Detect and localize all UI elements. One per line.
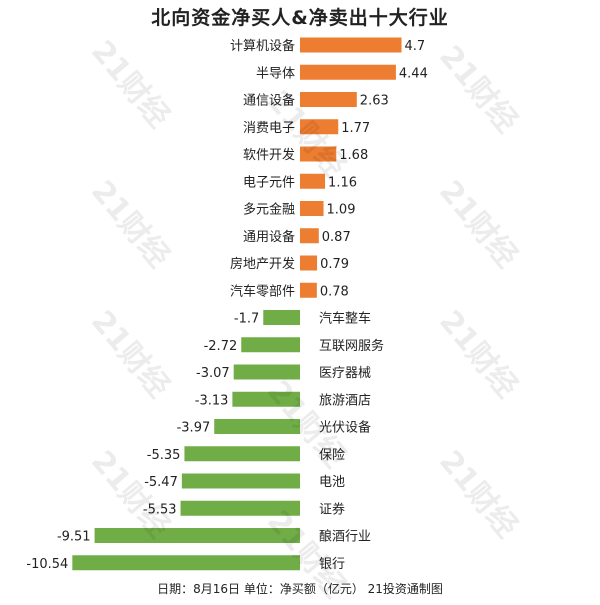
bar [300, 119, 339, 135]
bar [180, 500, 300, 516]
value-label: 4.7 [405, 39, 426, 54]
category-label: 通用设备 [243, 229, 295, 245]
category-label: 汽车整车 [319, 311, 371, 327]
bar [72, 555, 300, 571]
bar [300, 201, 324, 216]
chart-title: 北向资金净买人&净卖出十大行业 [151, 7, 449, 29]
value-label: -5.47 [144, 475, 178, 490]
bar [94, 528, 300, 543]
bar [232, 391, 300, 407]
value-label: 0.78 [320, 284, 349, 299]
bar [241, 337, 300, 353]
bar [300, 64, 396, 80]
bar [300, 92, 357, 107]
category-label: 软件开发 [243, 147, 295, 163]
value-label: -3.13 [195, 393, 229, 408]
value-label: -5.53 [143, 502, 177, 517]
value-label: 4.44 [399, 66, 428, 81]
value-label: 2.63 [360, 94, 389, 109]
category-label: 医疗器械 [319, 366, 371, 381]
value-label: 1.16 [328, 175, 357, 190]
bar [233, 364, 300, 380]
category-label: 银行 [319, 557, 345, 572]
category-label: 半导体 [256, 66, 295, 81]
bar [300, 37, 402, 53]
value-label: -5.35 [147, 448, 181, 463]
category-label: 汽车零部件 [230, 283, 295, 299]
value-label: 0.79 [320, 257, 349, 272]
category-label: 电子元件 [243, 175, 295, 190]
category-label: 消费电子 [243, 121, 295, 136]
value-label: 1.09 [327, 203, 356, 218]
category-label: 光伏设备 [319, 420, 371, 436]
value-label: 1.77 [341, 121, 370, 136]
bar [300, 228, 319, 244]
bar [300, 282, 317, 298]
value-label: -2.72 [204, 339, 238, 354]
value-label: -3.97 [177, 421, 211, 436]
value-label: 0.87 [322, 230, 351, 245]
category-label: 保险 [319, 448, 345, 463]
value-label: -10.54 [26, 557, 68, 572]
category-label: 电池 [319, 475, 345, 490]
category-label: 房地产开发 [230, 256, 295, 272]
category-label: 互联网服务 [319, 338, 384, 354]
category-label: 旅游酒店 [319, 393, 371, 408]
bar [184, 446, 300, 462]
bar [300, 255, 318, 271]
category-label: 酿酒行业 [319, 529, 371, 545]
bar [300, 146, 337, 162]
category-label: 通信设备 [243, 93, 295, 109]
value-label: 1.68 [339, 148, 368, 163]
value-label: -3.07 [196, 366, 230, 381]
chart-footer: 日期：8月16日 单位：净买额（亿元） 21投资通制图 [157, 582, 443, 596]
bar [214, 419, 300, 434]
value-label: -1.7 [234, 312, 259, 327]
category-label: 计算机设备 [230, 38, 295, 54]
bar [263, 310, 300, 325]
bar [181, 473, 300, 489]
category-label: 多元金融 [243, 202, 295, 218]
category-label: 证券 [319, 501, 345, 517]
value-label: -9.51 [57, 530, 91, 545]
bar [300, 173, 326, 189]
